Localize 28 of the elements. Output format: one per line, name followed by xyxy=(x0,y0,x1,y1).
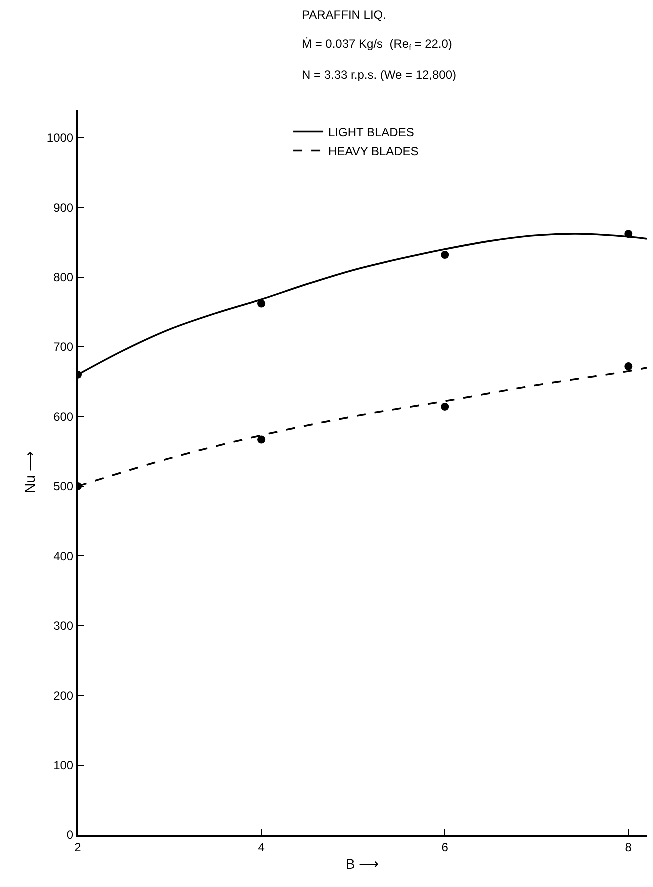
y-tick-label: 100 xyxy=(54,758,74,772)
y-tick-label: 800 xyxy=(54,270,74,285)
point xyxy=(441,251,450,259)
legend-label: HEAVY BLADES xyxy=(328,144,419,158)
y-tick-label: 900 xyxy=(54,200,74,215)
y-tick-label: 600 xyxy=(54,410,74,424)
x-tick-label: 2 xyxy=(74,840,82,854)
y-tick-label: 200 xyxy=(54,688,74,703)
y-axis-title: Nu ⟶ xyxy=(22,452,38,494)
point xyxy=(624,230,633,238)
text: PARAFFIN LIQ. xyxy=(302,8,386,22)
text: N = 3.33 r.p.s. (We = 12,800) xyxy=(302,68,457,82)
x-tick-label: 4 xyxy=(258,840,266,854)
point xyxy=(441,402,450,411)
point xyxy=(624,362,633,371)
x-tick-label: 6 xyxy=(442,840,449,854)
x-axis-title: B ⟶ xyxy=(346,856,380,872)
point xyxy=(258,436,266,444)
y-tick-label: 500 xyxy=(54,480,74,494)
point xyxy=(258,300,266,308)
y-tick-label: 700 xyxy=(54,340,74,354)
text: Ṁ = 0.037 Kg/s (Re$_{f}$ = 22.0) xyxy=(302,37,452,53)
legend-label: LIGHT BLADES xyxy=(328,125,414,140)
y-tick-label: 400 xyxy=(54,549,74,564)
y-tick-label: 1000 xyxy=(46,131,74,146)
x-tick-label: 8 xyxy=(625,840,632,854)
y-tick-label: 0 xyxy=(66,828,74,842)
y-tick-label: 300 xyxy=(54,619,74,634)
